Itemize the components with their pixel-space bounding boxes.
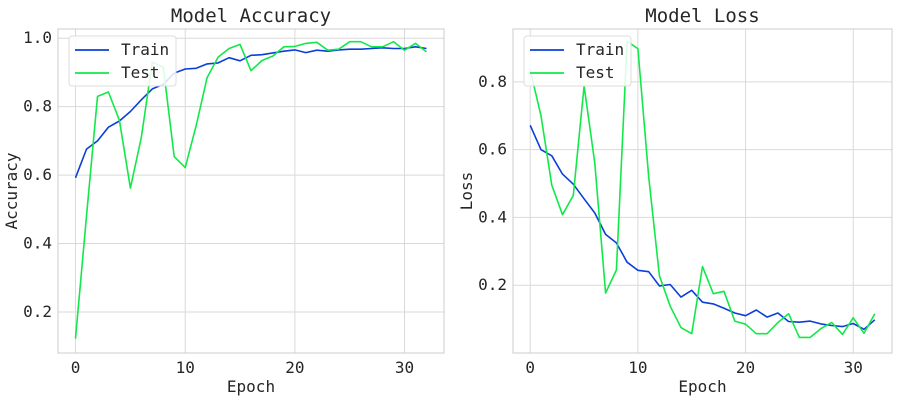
x-tick-label: 0 [525, 358, 535, 377]
y-tick-label: 0.2 [23, 302, 52, 321]
y-tick-label: 0.6 [478, 140, 507, 159]
legend-label-train: Train [121, 40, 169, 59]
series-line-test [74, 40, 427, 339]
y-axis-label: Loss [457, 172, 476, 211]
chart-title: Model Accuracy [171, 5, 331, 27]
series-line-train [529, 124, 876, 331]
x-tick-label: 0 [71, 358, 81, 377]
x-tick-label: 10 [628, 358, 647, 377]
legend-label-test: Test [121, 63, 160, 82]
y-tick-label: 0.2 [478, 275, 507, 294]
x-axis-label: Epoch [678, 377, 726, 396]
y-tick-label: 0.4 [23, 234, 52, 253]
y-tick-label: 0.6 [23, 165, 52, 184]
x-tick-label: 10 [176, 358, 195, 377]
x-tick-label: 30 [395, 358, 414, 377]
plot-frame [57, 28, 445, 354]
series-line-train [74, 45, 427, 179]
y-tick-label: 0.8 [23, 97, 52, 116]
plot-frame [512, 28, 893, 354]
legend: Train Test [523, 35, 632, 87]
legend-label-test: Test [576, 63, 615, 82]
series-line-test [529, 40, 876, 339]
chart-panel-2: 0 10 20 30 0.2 0.4 0.6 0.8 Model Loss Epoch Loss Tr… [457, 5, 893, 396]
x-tick-label: 30 [844, 358, 863, 377]
x-tick-label: 20 [736, 358, 755, 377]
y-axis-label: Accuracy [2, 152, 21, 229]
chart-title: Model Loss [645, 5, 759, 27]
y-tick-label: 0.8 [478, 72, 507, 91]
chart-panel-1: 0 10 20 30 0.2 0.4 0.6 0.8 1.0 Model Accuracy Epoc… [2, 5, 445, 396]
y-tick-label: 0.4 [478, 207, 507, 226]
x-tick-label: 20 [285, 358, 304, 377]
legend: Train Test [68, 35, 177, 87]
x-axis-label: Epoch [227, 377, 275, 396]
y-tick-label: 1.0 [23, 28, 52, 47]
legend-label-train: Train [576, 40, 624, 59]
